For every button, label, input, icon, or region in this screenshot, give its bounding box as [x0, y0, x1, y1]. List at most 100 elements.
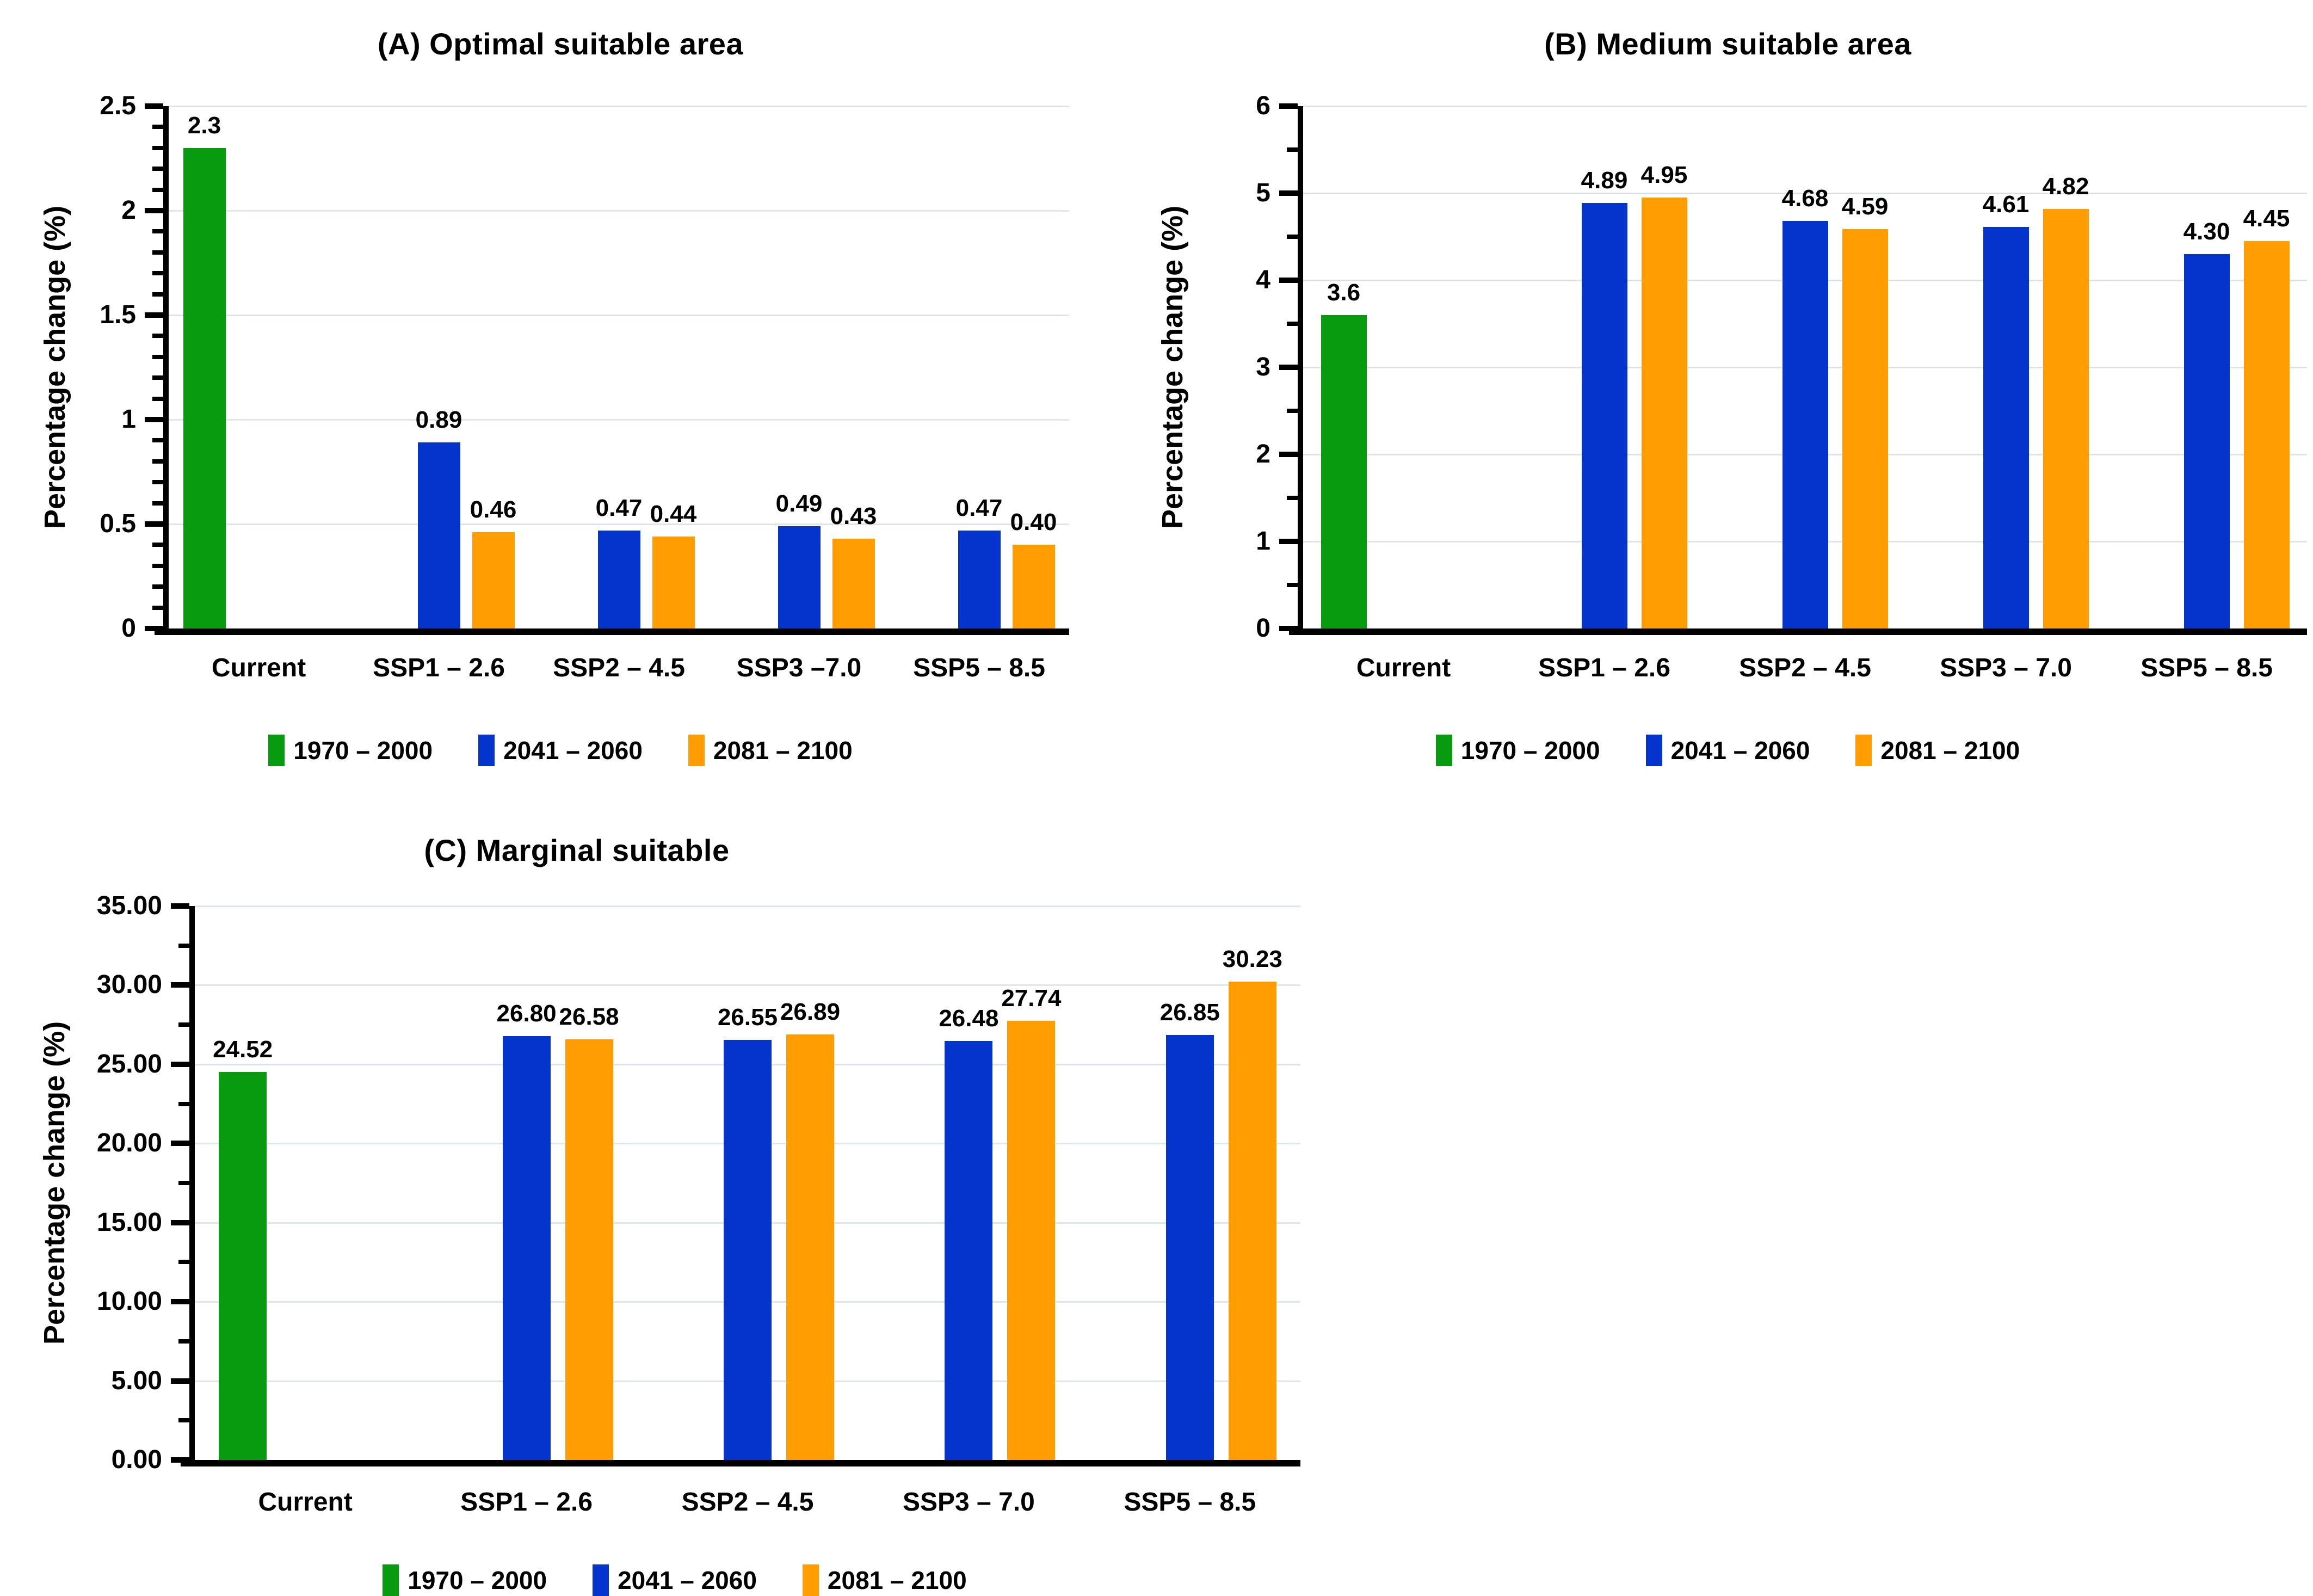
bar	[472, 532, 515, 628]
bar	[1782, 221, 1828, 628]
minor-tick-mark	[152, 334, 163, 338]
major-tick-mark	[171, 1378, 189, 1384]
bar-value-label: 26.89	[780, 998, 841, 1025]
bar-value-label: 0.49	[775, 490, 823, 517]
minor-tick-mark	[152, 250, 163, 255]
legend: 1970 – 2000 2041 – 2060 2081 – 2100	[33, 735, 1088, 766]
major-tick-mark	[171, 1457, 189, 1463]
legend-item: 2081 – 2100	[1855, 735, 2020, 766]
minor-tick-mark	[1287, 409, 1298, 413]
x-category-label: SSP2 – 4.5	[681, 1488, 814, 1517]
x-category-label: SSP1 – 2.6	[460, 1488, 593, 1517]
x-category-label: Current	[1356, 654, 1451, 682]
y-tick-label: 30.00	[96, 970, 162, 1000]
legend-item: 1970 – 2000	[268, 735, 433, 766]
y-tick-label: 6	[1256, 91, 1270, 120]
bar-value-label: 4.89	[1581, 167, 1628, 194]
minor-tick-mark	[178, 1181, 189, 1185]
gridline	[195, 984, 1300, 987]
y-tick-label: 1.5	[100, 300, 136, 329]
bar	[1983, 227, 2029, 628]
minor-tick-mark	[152, 501, 163, 506]
major-tick-mark	[145, 521, 163, 527]
minor-tick-mark	[152, 354, 163, 359]
legend-label: 2081 – 2100	[713, 736, 853, 765]
x-category-label: SSP3 – 7.0	[902, 1488, 1035, 1517]
legend-item: 1970 – 2000	[383, 1564, 547, 1596]
major-tick-mark	[145, 312, 163, 318]
x-axis-line	[181, 1460, 1300, 1466]
legend-swatch	[1645, 735, 1662, 766]
x-category-label: SSP5 – 8.5	[1124, 1488, 1256, 1517]
bar	[565, 1039, 613, 1460]
bar	[1581, 202, 1627, 628]
legend: 1970 – 2000 2041 – 2060 2081 – 2100	[1143, 735, 2313, 766]
y-tick-label: 1	[1256, 527, 1270, 556]
y-tick-label: 35.00	[96, 891, 162, 920]
minor-tick-mark	[1287, 496, 1298, 500]
minor-tick-mark	[152, 605, 163, 610]
bar-value-label: 26.48	[939, 1005, 999, 1032]
x-axis-line	[155, 628, 1069, 635]
chart-panel-medium-suitable-area: (B) Medium suitable area Percentage chan…	[1143, 16, 2313, 811]
minor-tick-mark	[152, 167, 163, 171]
bar	[2243, 241, 2290, 628]
y-tick-label: 20.00	[96, 1129, 162, 1158]
x-category-label: SSP2 – 4.5	[553, 654, 685, 682]
bar	[1012, 545, 1055, 628]
y-tick-label: 5	[1256, 178, 1270, 207]
y-tick-label: 0.5	[100, 509, 136, 538]
minor-tick-mark	[152, 292, 163, 297]
bar-value-label: 4.30	[2183, 218, 2230, 245]
minor-tick-mark	[152, 375, 163, 380]
bar-value-label: 24.52	[213, 1036, 273, 1063]
plot-area: 2.5 2 1.5 1 0.5 0 2.3 0.89 0.47 0.49 0.47 0.46 0.44 0…	[33, 16, 1088, 811]
bar	[1321, 315, 1367, 628]
chart-title: (C) Marginal suitable	[424, 833, 730, 867]
bar-value-label: 30.23	[1222, 945, 1282, 972]
x-category-label: SSP3 – 7.0	[1940, 654, 2072, 682]
legend-label: 2081 – 2100	[1880, 736, 2020, 765]
y-tick-label: 4	[1256, 266, 1270, 294]
major-tick-mark	[1279, 103, 1298, 109]
bar-value-label: 26.55	[717, 1003, 778, 1031]
major-tick-mark	[1279, 539, 1298, 544]
y-tick-label: 2	[1256, 440, 1270, 469]
x-category-label: Current	[258, 1488, 353, 1517]
x-category-label: SSP5 – 8.5	[2141, 654, 2273, 682]
bar	[786, 1034, 834, 1460]
legend: 1970 – 2000 2041 – 2060 2081 – 2100	[33, 1564, 1317, 1596]
bar	[502, 1036, 551, 1460]
legend-label: 2041 – 2060	[503, 736, 643, 765]
bar	[2043, 208, 2089, 628]
bar-value-label: 0.40	[1010, 509, 1057, 536]
x-category-label: Current	[211, 654, 306, 682]
legend-swatch	[688, 735, 705, 766]
y-tick-label: 1	[121, 405, 136, 434]
major-tick-mark	[171, 1219, 189, 1225]
x-category-label: SSP2 – 4.5	[1739, 654, 1871, 682]
minor-tick-mark	[152, 563, 163, 568]
bar-value-label: 0.43	[830, 502, 877, 529]
minor-tick-mark	[152, 480, 163, 485]
chart-panel-marginal-suitable: (C) Marginal suitable Percentage change …	[33, 811, 1317, 1596]
major-tick-mark	[171, 982, 189, 988]
minor-tick-mark	[178, 1339, 189, 1344]
major-tick-mark	[171, 1299, 189, 1305]
bar	[219, 1071, 267, 1460]
minor-tick-mark	[152, 187, 163, 192]
bar	[945, 1040, 993, 1460]
bar-value-label: 26.58	[559, 1003, 619, 1030]
major-tick-mark	[145, 208, 163, 213]
legend-swatch	[593, 1564, 609, 1596]
minor-tick-mark	[178, 1101, 189, 1106]
legend-item: 2081 – 2100	[688, 735, 853, 766]
gridline	[169, 315, 1069, 316]
bar	[1842, 229, 1888, 628]
bar	[724, 1039, 772, 1460]
major-tick-mark	[1279, 365, 1298, 370]
major-tick-mark	[1279, 278, 1298, 283]
y-axis-line	[1298, 106, 1303, 634]
legend-label: 1970 – 2000	[1460, 736, 1600, 765]
